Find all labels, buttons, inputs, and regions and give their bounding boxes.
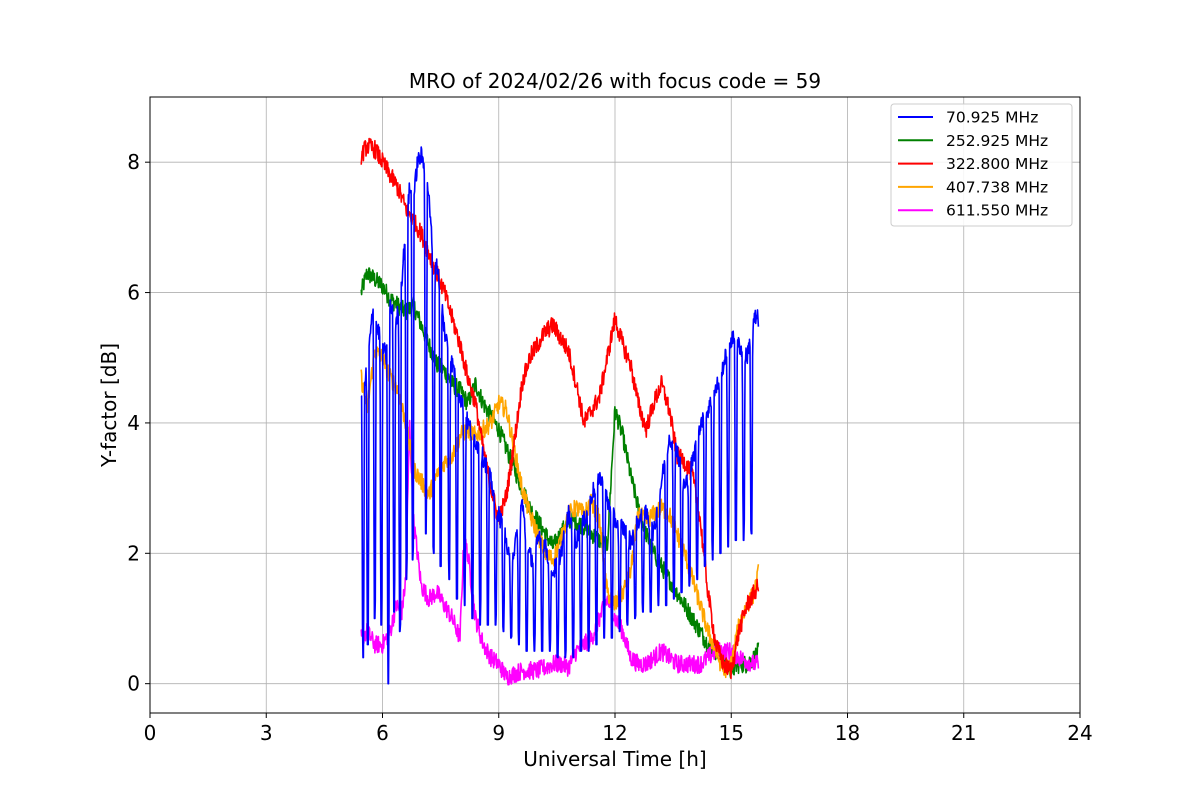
x-tick-label: 12 — [602, 721, 627, 745]
x-tick-label: 21 — [951, 721, 976, 745]
x-axis-label: Universal Time [h] — [523, 747, 706, 771]
chart-title: MRO of 2024/02/26 with focus code = 59 — [409, 69, 821, 93]
y-tick-label: 4 — [127, 411, 140, 435]
y-tick-label: 8 — [127, 150, 140, 174]
x-tick-label: 6 — [376, 721, 389, 745]
legend-label: 70.925 MHz — [946, 109, 1038, 127]
y-tick-label: 0 — [127, 672, 140, 696]
x-tick-label: 15 — [719, 721, 744, 745]
y-tick-label: 2 — [127, 541, 140, 565]
x-tick-label: 9 — [492, 721, 505, 745]
y-tick-label: 6 — [127, 281, 140, 305]
x-tick-label: 18 — [835, 721, 860, 745]
legend-label: 322.800 MHz — [946, 155, 1048, 173]
series-line — [360, 419, 760, 686]
x-tick-label: 0 — [144, 721, 157, 745]
legend-label: 407.738 MHz — [946, 178, 1048, 196]
series-line — [360, 346, 760, 679]
legend: 70.925 MHz 252.925 MHz 322.800 MHz 407.7… — [890, 103, 1073, 227]
legend-label: 252.925 MHz — [946, 132, 1048, 150]
series-layer — [360, 137, 760, 686]
series-line — [360, 146, 760, 685]
y-axis-label: Y-factor [dB] — [97, 343, 121, 468]
legend-label: 611.550 MHz — [946, 202, 1048, 220]
x-tick-label: 24 — [1067, 721, 1092, 745]
legend-box — [890, 103, 1073, 227]
x-tick-label: 3 — [260, 721, 273, 745]
